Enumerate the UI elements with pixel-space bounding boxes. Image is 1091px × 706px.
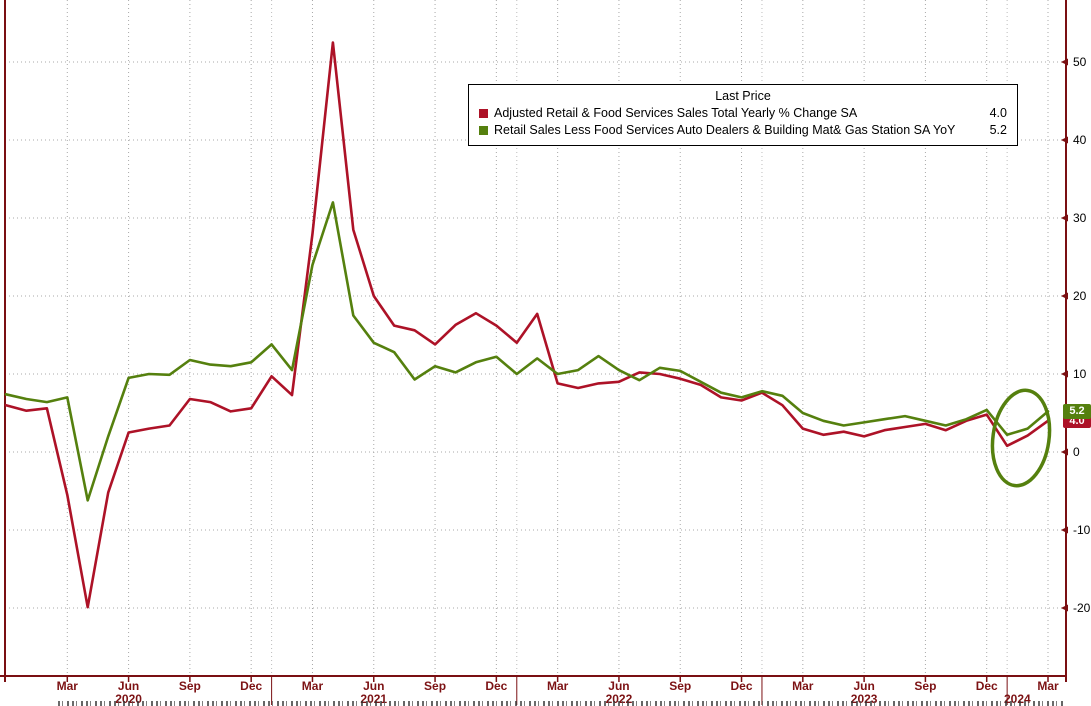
legend-row-adjusted-retail: Adjusted Retail & Food Services Sales To… (479, 105, 1007, 122)
legend-box: Last Price Adjusted Retail & Food Servic… (468, 84, 1018, 146)
svg-text:-20: -20 (1073, 601, 1091, 615)
svg-text:Dec: Dec (731, 679, 753, 693)
axis-frame (0, 0, 1067, 682)
svg-text:Sep: Sep (179, 679, 201, 693)
svg-text:-10: -10 (1073, 523, 1091, 537)
svg-text:10: 10 (1073, 367, 1087, 381)
svg-text:Mar: Mar (302, 679, 324, 693)
svg-text:Sep: Sep (669, 679, 691, 693)
svg-text:Mar: Mar (547, 679, 569, 693)
legend-series-label: Retail Sales Less Food Services Auto Dea… (494, 123, 956, 137)
red-series-swatch-icon (479, 109, 488, 118)
svg-text:0: 0 (1073, 445, 1080, 459)
last-price-tag-green: 5.2 (1063, 403, 1091, 419)
highlight-ellipse (990, 388, 1052, 488)
green-series-swatch-icon (479, 126, 488, 135)
svg-text:Jun: Jun (853, 679, 874, 693)
svg-text:Dec: Dec (976, 679, 998, 693)
svg-text:Sep: Sep (914, 679, 936, 693)
legend-series-value: 5.2 (989, 123, 1007, 137)
svg-text:Sep: Sep (424, 679, 446, 693)
svg-text:Jun: Jun (608, 679, 629, 693)
y-axis-labels: 50 40 30 20 10 0 -10 -20 (1061, 55, 1091, 615)
legend-series-label: Adjusted Retail & Food Services Sales To… (494, 106, 858, 120)
svg-text:30: 30 (1073, 211, 1087, 225)
svg-text:50: 50 (1073, 55, 1087, 69)
svg-text:Mar: Mar (57, 679, 79, 693)
svg-text:20: 20 (1073, 289, 1087, 303)
svg-text:Jun: Jun (363, 679, 384, 693)
svg-text:Jun: Jun (118, 679, 139, 693)
series-line-adjusted-retail-food-services (4, 41, 1050, 609)
svg-text:Mar: Mar (792, 679, 814, 693)
legend-row-retail-control: Retail Sales Less Food Services Auto Dea… (479, 122, 1007, 139)
clipped-footer-text (58, 701, 1066, 706)
legend-title: Last Price (715, 89, 771, 103)
legend-series-value: 4.0 (989, 106, 1007, 120)
svg-text:Dec: Dec (240, 679, 262, 693)
svg-text:40: 40 (1073, 133, 1087, 147)
svg-text:Dec: Dec (485, 679, 507, 693)
series-line-retail-control-group (4, 201, 1050, 502)
svg-text:Mar: Mar (1037, 679, 1059, 693)
